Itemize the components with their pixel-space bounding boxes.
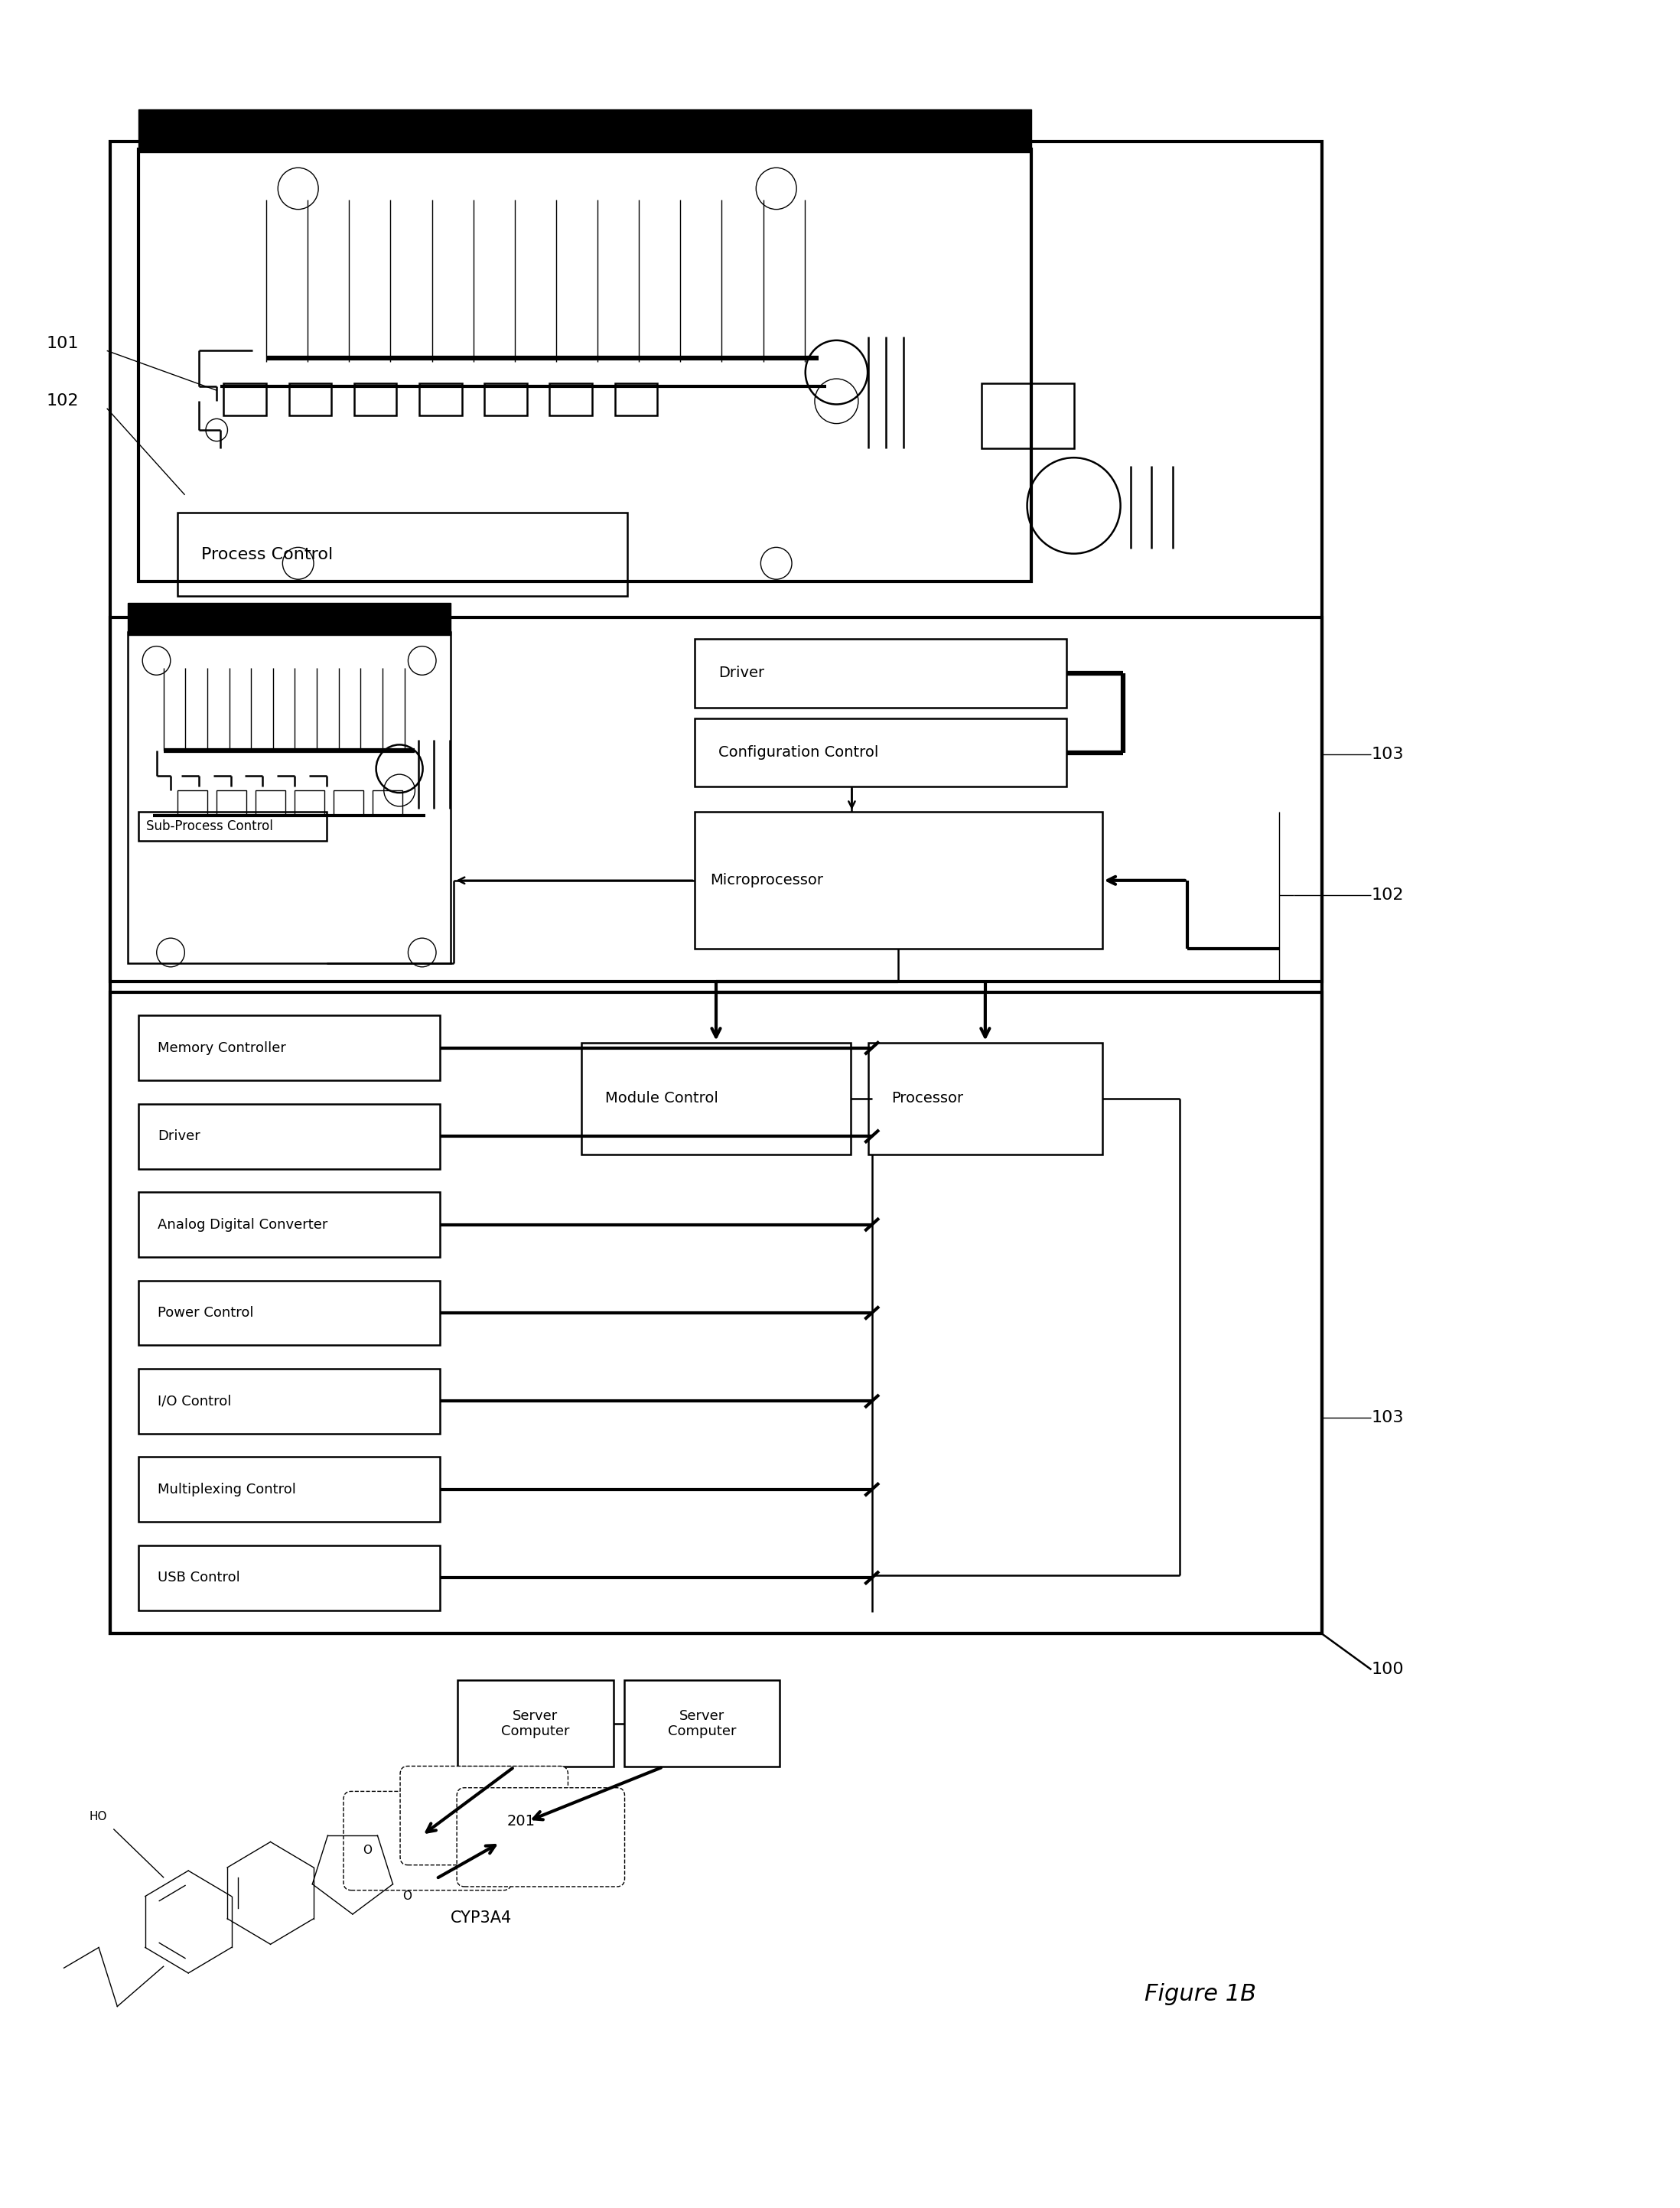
Text: 102: 102: [1371, 888, 1404, 903]
Bar: [139, 1016, 440, 1080]
Text: Analog Digital Converter: Analog Digital Converter: [158, 1217, 328, 1232]
Text: Driver: Driver: [717, 667, 764, 680]
Bar: [178, 512, 628, 596]
Bar: [354, 384, 396, 415]
Text: CYP3A4: CYP3A4: [450, 1910, 512, 1925]
Bar: [139, 1281, 440, 1345]
Bar: [139, 1369, 440, 1433]
Bar: [111, 618, 1322, 980]
Text: Configuration Control: Configuration Control: [717, 746, 879, 760]
Bar: [139, 148, 1032, 581]
Bar: [869, 1042, 1102, 1155]
Bar: [696, 813, 1102, 949]
Text: O: O: [403, 1890, 412, 1901]
Text: Power Control: Power Control: [158, 1305, 254, 1320]
Bar: [139, 1457, 440, 1521]
Bar: [484, 384, 528, 415]
Text: 101: 101: [47, 336, 79, 351]
Bar: [217, 790, 247, 815]
FancyBboxPatch shape: [457, 1788, 625, 1886]
Bar: [139, 108, 1032, 152]
Text: 103: 103: [1371, 746, 1404, 762]
Bar: [581, 1042, 850, 1155]
Text: Driver: Driver: [158, 1130, 200, 1144]
Bar: [696, 718, 1067, 786]
Text: 201: 201: [507, 1813, 536, 1828]
Text: 103: 103: [1371, 1409, 1404, 1424]
Bar: [111, 991, 1322, 1634]
Bar: [457, 1680, 613, 1766]
Bar: [615, 384, 657, 415]
Text: USB Control: USB Control: [158, 1570, 240, 1585]
Text: HO: HO: [89, 1811, 108, 1822]
Text: Multiplexing Control: Multiplexing Control: [158, 1482, 296, 1497]
Text: Memory Controller: Memory Controller: [158, 1042, 286, 1055]
Bar: [334, 790, 363, 815]
Text: Microprocessor: Microprocessor: [711, 872, 823, 888]
Text: Server
Computer: Server Computer: [667, 1709, 736, 1738]
Bar: [178, 790, 207, 815]
Bar: [128, 603, 450, 636]
Bar: [139, 813, 326, 841]
Bar: [696, 638, 1067, 707]
Bar: [111, 141, 1322, 1634]
FancyBboxPatch shape: [400, 1766, 568, 1866]
Bar: [139, 1192, 440, 1256]
Text: O: O: [363, 1844, 373, 1857]
Bar: [294, 790, 324, 815]
FancyBboxPatch shape: [343, 1791, 511, 1890]
Text: 100: 100: [1371, 1663, 1404, 1678]
Bar: [549, 384, 591, 415]
Text: I/O Control: I/O Control: [158, 1393, 232, 1409]
Bar: [623, 1680, 780, 1766]
Bar: [373, 790, 402, 815]
Text: Processor: Processor: [892, 1091, 964, 1106]
Text: Figure 1B: Figure 1B: [1144, 1983, 1257, 2005]
Text: Sub-Process Control: Sub-Process Control: [146, 819, 272, 832]
Bar: [223, 384, 265, 415]
Bar: [128, 631, 450, 963]
Text: Module Control: Module Control: [605, 1091, 717, 1106]
Bar: [289, 384, 331, 415]
Bar: [139, 1104, 440, 1168]
Text: Server
Computer: Server Computer: [501, 1709, 570, 1738]
Bar: [139, 1546, 440, 1610]
Text: 102: 102: [47, 393, 79, 408]
Text: Process Control: Process Control: [202, 548, 333, 563]
Bar: [420, 384, 462, 415]
Bar: [255, 790, 286, 815]
Bar: [981, 384, 1074, 448]
